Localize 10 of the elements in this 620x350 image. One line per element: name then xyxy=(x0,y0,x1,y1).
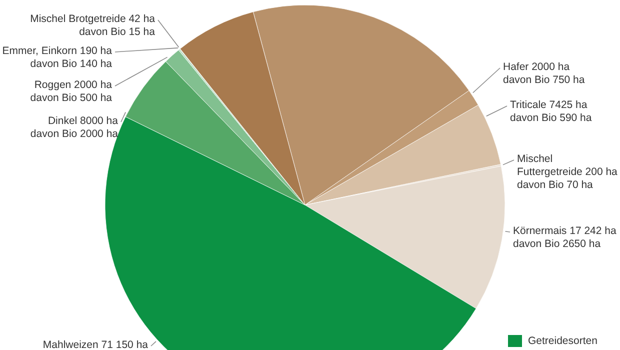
slice-label: Körnermais 17 242 ha davon Bio 2650 ha xyxy=(513,225,616,250)
text: Getreidesorten xyxy=(528,335,598,347)
slice-label: Triticale 7425 ha davon Bio 590 ha xyxy=(510,99,592,124)
slice-label: Dinkel 8000 ha davon Bio 2000 ha xyxy=(30,115,118,140)
slice-label: Mahlweizen 71 150 ha xyxy=(42,339,148,350)
slice-label: Roggen 2000 ha davon Bio 500 ha xyxy=(30,79,112,104)
slice-label: Mischel Brotgetreide 42 ha davon Bio 15 ha xyxy=(30,13,156,38)
slice-label: Mischel Futtergetreide 200 ha davon Bio 70 ha xyxy=(517,153,618,191)
slice-label: Emmer, Einkorn 190 ha davon Bio 140 ha xyxy=(2,45,112,70)
slice-label: Hafer 2000 ha davon Bio 750 ha xyxy=(503,61,585,86)
